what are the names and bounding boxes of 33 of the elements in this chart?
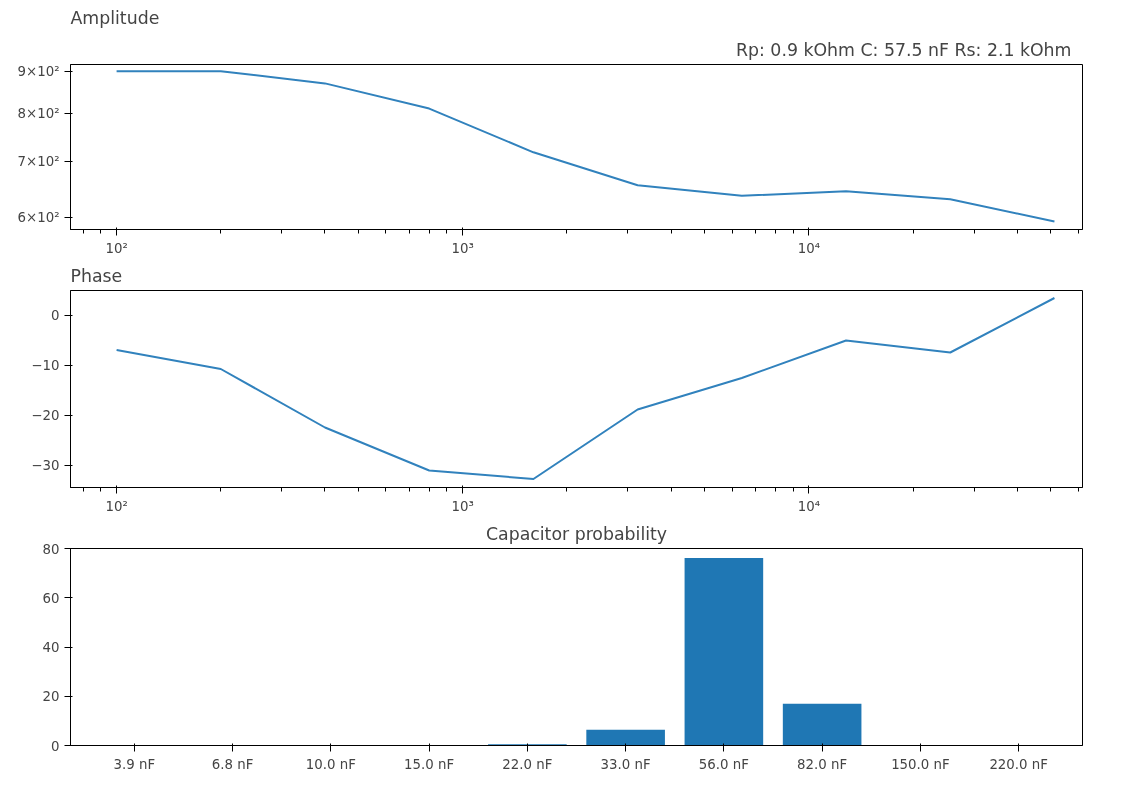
y-tick-label: 7×10² [17,154,60,170]
x-tick-label: 10² [105,498,128,514]
y-tick-label: −30 [31,458,60,473]
y-tick-label: 0 [51,738,60,754]
y-tick-label: 8×10² [17,106,60,122]
x-tick-label: 15.0 nF [404,756,455,772]
x-tick-label: 10³ [451,240,474,256]
x-tick-label: 10.0 nF [305,756,356,772]
y-tick-label: −10 [31,358,60,373]
text: Rp: 0.9 kOhm C: 57.5 nF Rs: 2.1 kOhm [735,39,1072,60]
y-tick-label: 80 [42,541,60,557]
chart-title: Amplitude [70,7,160,28]
chart-title: Phase [70,265,123,286]
y-tick-label: 20 [42,689,60,705]
x-tick-label: 220.0 nF [989,756,1048,772]
x-tick-label: 150.0 nF [891,756,950,772]
chart-title: Capacitor probability [485,523,668,544]
x-tick-label: 82.0 nF [797,756,848,772]
x-tick-label: 22.0 nF [502,756,553,772]
y-tick-label: 40 [42,640,60,655]
x-tick-label: 3.9 nF [113,756,156,772]
x-tick-label: 10⁴ [797,240,821,256]
x-tick-label: 10² [105,240,128,256]
x-tick-label: 10³ [451,498,474,514]
y-tick-label: 60 [42,590,60,606]
y-tick-label: 9×10² [17,64,60,80]
x-tick-label: 56.0 nF [698,756,749,772]
x-tick-label: 10⁴ [797,498,821,514]
y-tick-label: −20 [31,408,60,423]
x-tick-label: 33.0 nF [600,756,651,772]
y-tick-label: 0 [51,308,60,323]
y-tick-label: 6×10² [17,209,60,225]
x-tick-label: 6.8 nF [211,756,254,772]
